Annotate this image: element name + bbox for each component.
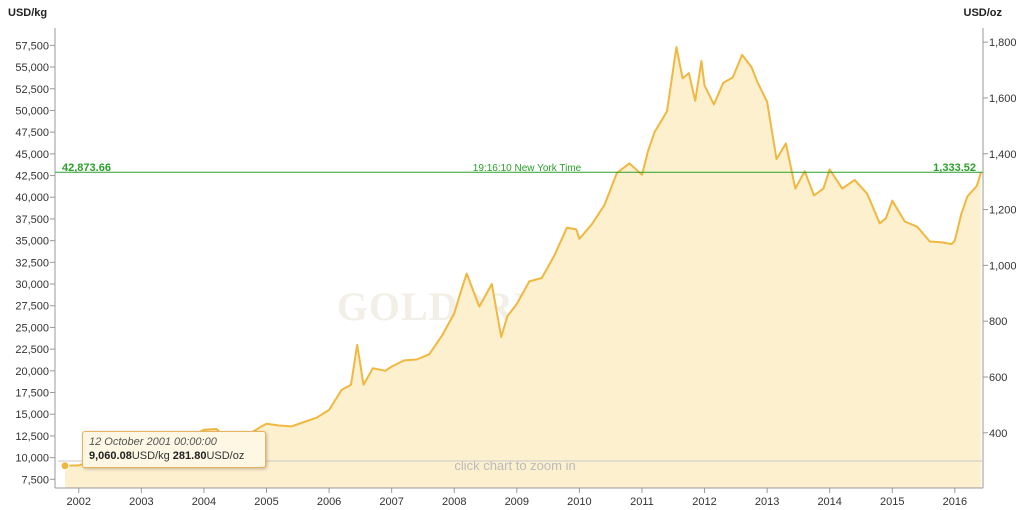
y2-tick-label: 600: [989, 372, 1007, 384]
y-tick-label: 10,000: [15, 453, 49, 465]
x-tick-label: 2014: [817, 496, 841, 508]
y-tick-label: 25,000: [15, 322, 49, 334]
y-tick-label: 15,000: [15, 409, 49, 421]
y2-tick-label: 800: [989, 316, 1007, 328]
y-tick-label: 30,000: [15, 279, 49, 291]
reference-right-value: 1,333.52: [933, 162, 976, 174]
x-tick-label: 2010: [567, 496, 591, 508]
x-tick-label: 2015: [880, 496, 904, 508]
x-tick-label: 2011: [630, 496, 654, 508]
y-tick-label: 12,500: [15, 431, 49, 443]
y-tick-label: 42,500: [15, 171, 49, 183]
y-tick-label: 50,000: [15, 105, 49, 117]
y-tick-label: 32,500: [15, 257, 49, 269]
tooltip-kg-value: 9,060.08: [89, 450, 132, 462]
zoom-hint: click chart to zoom in: [454, 458, 575, 473]
axis-layer: 7,500 10,000 12,500 15,000 17,500 20,000 22,50…: [15, 28, 1017, 508]
x-tick-label: 2012: [692, 496, 716, 508]
y-tick-label: 37,500: [15, 214, 49, 226]
right-unit-label: USD/oz: [964, 7, 1003, 19]
y-tick-label: 7,500: [21, 474, 49, 486]
x-tick-label: 2003: [129, 496, 153, 508]
tooltip-oz-unit: USD/oz: [206, 450, 245, 462]
x-tick-label: 2007: [379, 496, 403, 508]
series-area-fill: [65, 47, 982, 488]
y2-tick-label: 1,200: [989, 205, 1017, 217]
y2-tick-label: 1,800: [989, 37, 1017, 49]
x-tick-label: 2008: [442, 496, 466, 508]
hover-tooltip: 12 October 2001 00:00:00 9,060.08USD/kg …: [82, 431, 266, 468]
y2-tick-label: 1,600: [989, 93, 1017, 105]
hover-marker: [60, 461, 70, 471]
y2-tick-label: 400: [989, 428, 1007, 440]
x-tick-label: 2013: [755, 496, 779, 508]
tooltip-oz-value: 281.80: [172, 450, 207, 462]
x-tick-label: 2016: [943, 496, 967, 508]
y-tick-label: 20,000: [15, 366, 49, 378]
y-tick-label: 27,500: [15, 301, 49, 313]
left-unit-label: USD/kg: [8, 7, 47, 19]
y-tick-label: 45,000: [15, 149, 49, 161]
reference-time-label: 19:16:10 New York Time: [473, 163, 582, 174]
y-tick-label: 52,500: [15, 84, 49, 96]
y-tick-label: 40,000: [15, 192, 49, 204]
x-tick-label: 2005: [254, 496, 278, 508]
x-tick-label: 2006: [317, 496, 341, 508]
series-layer: [64, 46, 983, 488]
y-tick-label: 17,500: [15, 388, 49, 400]
tooltip-date: 12 October 2001 00:00:00: [89, 436, 217, 448]
reference-left-value: 42,873.66: [62, 162, 111, 174]
x-tick-label: 2002: [67, 496, 91, 508]
y2-tick-label: 1,400: [989, 149, 1017, 161]
x-tick-label: 2009: [505, 496, 529, 508]
y-tick-label: 47,500: [15, 127, 49, 139]
y-tick-label: 55,000: [15, 62, 49, 74]
tooltip-kg-unit: USD/kg: [131, 450, 170, 462]
y-tick-label: 35,000: [15, 236, 49, 248]
y-tick-label: 57,500: [15, 40, 49, 52]
tooltip-values: 9,060.08USD/kg 281.80USD/oz: [89, 449, 259, 464]
y2-tick-label: 1,000: [989, 260, 1017, 272]
y-tick-label: 22,500: [15, 344, 49, 356]
x-tick-label: 2004: [192, 496, 216, 508]
